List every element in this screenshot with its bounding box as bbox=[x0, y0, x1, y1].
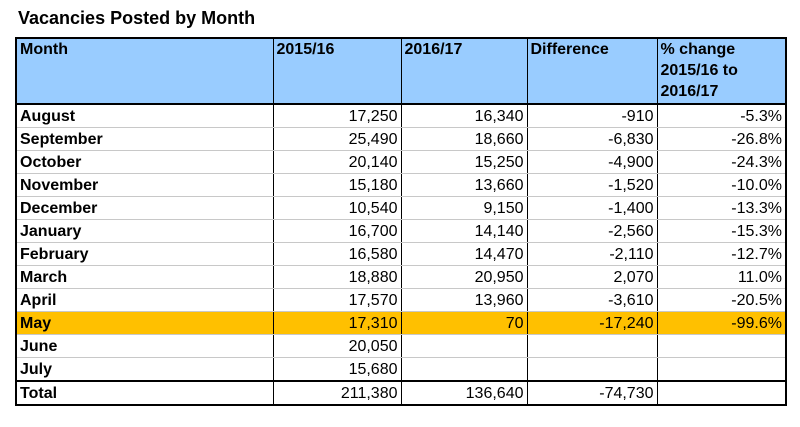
cell-2015-16: 20,050 bbox=[272, 334, 402, 358]
cell-2015-16: 15,680 bbox=[272, 357, 402, 382]
table-row: February 16,580 14,470 -2,110 -12.7% bbox=[15, 242, 787, 266]
cell-percent-change bbox=[656, 334, 787, 358]
total-row: Total 211,380 136,640 -74,730 bbox=[15, 380, 787, 405]
cell-2015-16: 20,140 bbox=[272, 150, 402, 174]
cell-percent-change bbox=[656, 357, 787, 382]
cell-2016-17: 15,250 bbox=[400, 150, 528, 174]
cell-month: March bbox=[15, 265, 274, 289]
cell-2016-17 bbox=[400, 334, 528, 358]
table-row: November 15,180 13,660 -1,520 -10.0% bbox=[15, 173, 787, 197]
cell-percent-change: -24.3% bbox=[656, 150, 787, 174]
table-row: October 20,140 15,250 -4,900 -24.3% bbox=[15, 150, 787, 174]
cell-difference: -2,110 bbox=[526, 242, 658, 266]
cell-difference: -17,240 bbox=[526, 311, 658, 335]
cell-difference: -6,830 bbox=[526, 127, 658, 151]
cell-month: February bbox=[15, 242, 274, 266]
cell-percent-change: -13.3% bbox=[656, 196, 787, 220]
header-month: Month bbox=[15, 38, 274, 105]
cell-2016-17 bbox=[400, 357, 528, 382]
cell-percent-change: -15.3% bbox=[656, 219, 787, 243]
table-row-highlighted: May 17,310 70 -17,240 -99.6% bbox=[15, 311, 787, 335]
cell-difference: -1,520 bbox=[526, 173, 658, 197]
cell-percent-change: -12.7% bbox=[656, 242, 787, 266]
vacancies-table: Month 2015/16 2016/17 Difference % chang… bbox=[15, 37, 787, 406]
table-row: January 16,700 14,140 -2,560 -15.3% bbox=[15, 219, 787, 243]
cell-difference: -1,400 bbox=[526, 196, 658, 220]
cell-month: September bbox=[15, 127, 274, 151]
cell-month: April bbox=[15, 288, 274, 312]
cell-2015-16: 17,250 bbox=[272, 104, 402, 128]
header-percent-change: % change 2015/16 to 2016/17 bbox=[656, 38, 787, 105]
cell-percent-change: 11.0% bbox=[656, 265, 787, 289]
cell-2015-16: 16,700 bbox=[272, 219, 402, 243]
table-row: June 20,050 bbox=[15, 334, 787, 358]
cell-2016-17: 18,660 bbox=[400, 127, 528, 151]
cell-month: August bbox=[15, 104, 274, 128]
cell-difference: -4,900 bbox=[526, 150, 658, 174]
header-difference: Difference bbox=[526, 38, 658, 105]
table-row: July 15,680 bbox=[15, 357, 787, 382]
cell-month: June bbox=[15, 334, 274, 358]
cell-2016-17: 70 bbox=[400, 311, 528, 335]
cell-2015-16: 15,180 bbox=[272, 173, 402, 197]
cell-percent-change: -26.8% bbox=[656, 127, 787, 151]
total-percent-change bbox=[656, 380, 787, 405]
cell-2016-17: 20,950 bbox=[400, 265, 528, 289]
cell-2016-17: 14,140 bbox=[400, 219, 528, 243]
cell-2016-17: 16,340 bbox=[400, 104, 528, 128]
cell-2015-16: 16,580 bbox=[272, 242, 402, 266]
header-row: Month 2015/16 2016/17 Difference % chang… bbox=[15, 38, 787, 105]
total-label: Total bbox=[15, 380, 274, 405]
cell-month: November bbox=[15, 173, 274, 197]
table-row: December 10,540 9,150 -1,400 -13.3% bbox=[15, 196, 787, 220]
cell-2015-16: 18,880 bbox=[272, 265, 402, 289]
cell-percent-change: -20.5% bbox=[656, 288, 787, 312]
cell-difference: -3,610 bbox=[526, 288, 658, 312]
table-row: August 17,250 16,340 -910 -5.3% bbox=[15, 104, 787, 128]
total-2016-17: 136,640 bbox=[400, 380, 528, 405]
cell-2015-16: 10,540 bbox=[272, 196, 402, 220]
cell-2015-16: 17,570 bbox=[272, 288, 402, 312]
table-row: March 18,880 20,950 2,070 11.0% bbox=[15, 265, 787, 289]
table-row: April 17,570 13,960 -3,610 -20.5% bbox=[15, 288, 787, 312]
table-title: Vacancies Posted by Month bbox=[18, 8, 256, 28]
cell-month: January bbox=[15, 219, 274, 243]
cell-difference bbox=[526, 357, 658, 382]
cell-2015-16: 17,310 bbox=[272, 311, 402, 335]
cell-difference bbox=[526, 334, 658, 358]
total-difference: -74,730 bbox=[526, 380, 658, 405]
cell-percent-change: -99.6% bbox=[656, 311, 787, 335]
cell-percent-change: -10.0% bbox=[656, 173, 787, 197]
cell-month: October bbox=[15, 150, 274, 174]
cell-2016-17: 9,150 bbox=[400, 196, 528, 220]
cell-2016-17: 14,470 bbox=[400, 242, 528, 266]
cell-difference: -2,560 bbox=[526, 219, 658, 243]
cell-2016-17: 13,660 bbox=[400, 173, 528, 197]
header-2016-17: 2016/17 bbox=[400, 38, 528, 105]
cell-month: December bbox=[15, 196, 274, 220]
total-2015-16: 211,380 bbox=[272, 380, 402, 405]
cell-month: May bbox=[15, 311, 274, 335]
cell-difference: -910 bbox=[526, 104, 658, 128]
cell-2015-16: 25,490 bbox=[272, 127, 402, 151]
cell-month: July bbox=[15, 357, 274, 382]
cell-difference: 2,070 bbox=[526, 265, 658, 289]
table-row: September 25,490 18,660 -6,830 -26.8% bbox=[15, 127, 787, 151]
header-2015-16: 2015/16 bbox=[272, 38, 402, 105]
cell-2016-17: 13,960 bbox=[400, 288, 528, 312]
cell-percent-change: -5.3% bbox=[656, 104, 787, 128]
